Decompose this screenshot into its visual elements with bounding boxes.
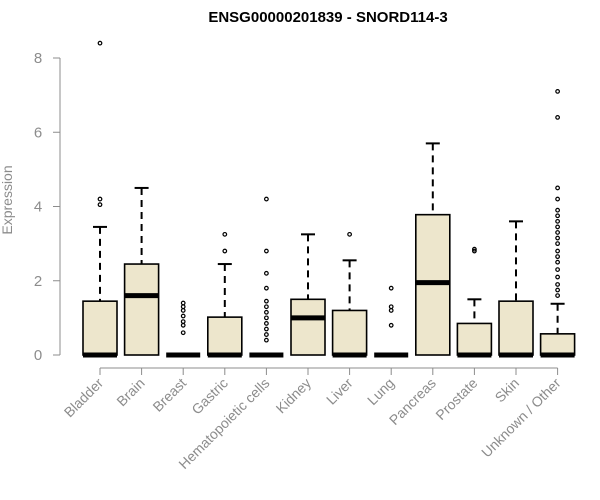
outlier-point bbox=[180, 300, 186, 306]
outlier-point bbox=[180, 308, 186, 313]
outlier-point bbox=[388, 285, 394, 291]
outlier-point bbox=[264, 326, 269, 332]
x-tick-label: Prostate bbox=[432, 375, 480, 423]
outlier-point bbox=[264, 248, 269, 254]
outlier-point bbox=[555, 235, 560, 241]
outlier-point bbox=[180, 304, 186, 310]
y-tick-label: 0 bbox=[34, 347, 42, 364]
y-tick-label: 6 bbox=[34, 124, 42, 141]
box-gastric bbox=[207, 231, 243, 358]
box-bladder bbox=[82, 40, 118, 358]
outlier-point bbox=[555, 89, 560, 94]
outlier-point bbox=[555, 282, 560, 287]
outlier-point bbox=[555, 254, 560, 260]
box-lung bbox=[374, 285, 409, 358]
outlier-point bbox=[222, 231, 228, 237]
outlier-point bbox=[555, 259, 560, 265]
box-breast bbox=[166, 300, 201, 358]
outlier-point bbox=[555, 196, 560, 202]
x-tick-label: Lung bbox=[364, 375, 397, 408]
outlier-point bbox=[388, 304, 394, 310]
y-axis-label: Expression bbox=[0, 165, 15, 234]
outlier-point bbox=[388, 308, 394, 313]
outlier-point bbox=[555, 218, 560, 224]
outlier-point bbox=[555, 185, 560, 191]
outlier-point bbox=[97, 202, 103, 208]
outlier-point bbox=[264, 332, 269, 337]
x-tick-label: Breast bbox=[149, 375, 189, 415]
box-kidney bbox=[290, 233, 326, 356]
box-prostate bbox=[456, 246, 493, 358]
box-rect bbox=[207, 316, 243, 356]
outlier-point bbox=[555, 114, 560, 120]
y-tick-label: 8 bbox=[34, 50, 42, 67]
box-rect bbox=[539, 333, 576, 356]
y-tick-label: 4 bbox=[34, 199, 42, 216]
outlier-point bbox=[264, 196, 269, 202]
outlier-point bbox=[555, 274, 560, 280]
box-skin bbox=[498, 220, 534, 358]
outlier-point bbox=[97, 196, 103, 202]
outlier-point bbox=[347, 231, 353, 237]
outlier-point bbox=[264, 337, 269, 343]
outlier-point bbox=[472, 248, 477, 254]
outlier-point bbox=[264, 298, 269, 304]
outlier-point bbox=[180, 313, 186, 319]
box-unknown-other bbox=[539, 89, 576, 358]
outlier-point bbox=[555, 224, 560, 230]
outlier-point bbox=[472, 246, 477, 252]
outlier-point bbox=[97, 40, 103, 46]
outlier-point bbox=[264, 304, 269, 310]
box-rect bbox=[331, 309, 368, 356]
box-rect bbox=[498, 300, 534, 356]
y-axis: 0 2 4 6 8 bbox=[34, 50, 61, 364]
chart-title: ENSG00000201839 - SNORD114-3 bbox=[208, 9, 447, 26]
outlier-point bbox=[180, 322, 186, 328]
outlier-point bbox=[388, 322, 394, 328]
outlier-point bbox=[555, 213, 560, 219]
outlier-point bbox=[264, 285, 269, 291]
outlier-point bbox=[555, 267, 560, 273]
outlier-point bbox=[555, 248, 560, 254]
outlier-point bbox=[555, 230, 560, 235]
box-rect bbox=[82, 300, 118, 356]
outlier-point bbox=[180, 330, 186, 336]
box-liver bbox=[331, 231, 368, 358]
outlier-point bbox=[222, 248, 228, 254]
outlier-point bbox=[555, 287, 560, 293]
outlier-point bbox=[180, 319, 186, 324]
x-tick-label: Bladder bbox=[61, 375, 107, 421]
outlier-point bbox=[555, 207, 560, 213]
box-rect bbox=[290, 298, 326, 356]
x-tick-label: Unknown / Other bbox=[478, 375, 564, 461]
outlier-point bbox=[264, 321, 269, 326]
x-tick-label: Liver bbox=[323, 375, 356, 408]
outlier-point bbox=[264, 270, 269, 276]
outlier-point bbox=[555, 293, 560, 299]
x-tick-label: Skin bbox=[492, 375, 523, 406]
x-tick-label: Brain bbox=[113, 375, 147, 409]
outlier-point bbox=[264, 309, 269, 315]
box-pancreas bbox=[414, 142, 451, 356]
outlier-point bbox=[264, 315, 269, 321]
x-tick-label: Kidney bbox=[273, 375, 315, 417]
box-brain bbox=[123, 186, 160, 356]
boxes-group bbox=[82, 40, 576, 358]
outlier-point bbox=[555, 241, 560, 247]
box-rect bbox=[123, 263, 160, 356]
box-hematopoietic-cells bbox=[249, 196, 284, 358]
y-tick-label: 2 bbox=[34, 273, 42, 290]
box-rect bbox=[456, 322, 493, 356]
